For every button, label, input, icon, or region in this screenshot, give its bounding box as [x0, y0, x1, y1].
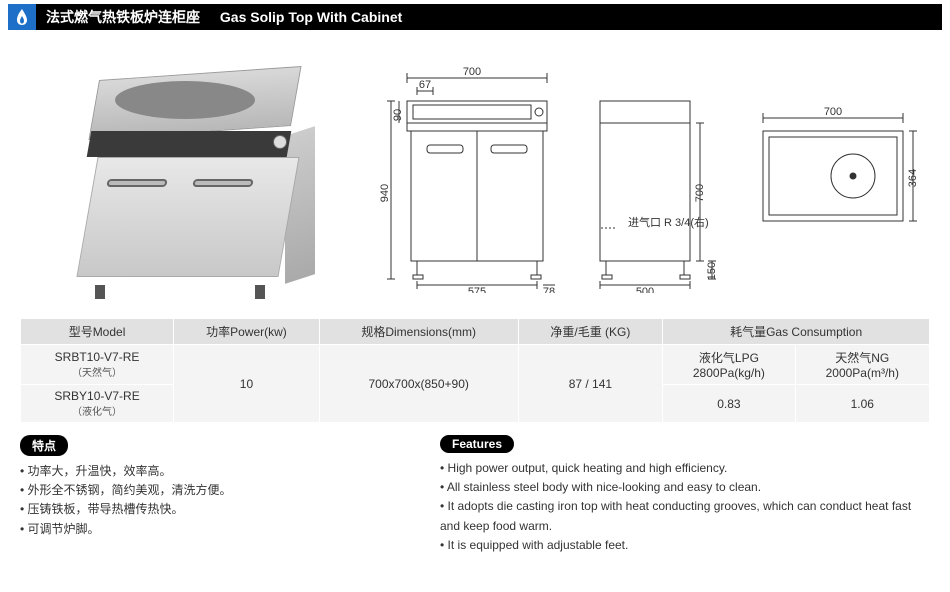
- dim-leg-h: 150: [706, 262, 718, 280]
- top-view-diagram: 700 364: [743, 103, 923, 253]
- page-title: 法式燃气热铁板炉连柜座 Gas Solip Top With Cabinet: [36, 4, 942, 30]
- dim-width-top: 700: [462, 66, 480, 78]
- th-model: 型号Model: [21, 319, 174, 345]
- list-item: All stainless steel body with nice-looki…: [440, 478, 930, 497]
- dim-gap: 78: [543, 286, 555, 293]
- list-item: 功率大，升温快，效率高。: [20, 462, 400, 481]
- dim-top-depth: 364: [907, 169, 919, 187]
- dim-top-h: 90: [392, 109, 404, 121]
- dim-top-width: 700: [824, 106, 842, 118]
- dim-inner: 67: [419, 79, 431, 91]
- list-item: 外形全不锈钢，简约美观，清洗方便。: [20, 481, 400, 500]
- features-cn-column: 特点 功率大，升温快，效率高。 外形全不锈钢，简约美观，清洗方便。 压铸铁板，带…: [20, 435, 400, 555]
- list-item: It adopts die casting iron top with heat…: [440, 497, 930, 535]
- cell-ng-val: 1.06: [795, 385, 929, 423]
- list-item: It is equipped with adjustable feet.: [440, 536, 930, 555]
- features-list-cn: 功率大，升温快，效率高。 外形全不锈钢，简约美观，清洗方便。 压铸铁板，带导热槽…: [20, 462, 400, 539]
- front-view-diagram: 700 67 940 90 575 78: [377, 63, 557, 293]
- cell-lpg-header: 液化气LPG 2800Pa(kg/h): [663, 345, 795, 385]
- dim-depth: 500: [636, 286, 654, 293]
- dim-body-h: 700: [694, 184, 706, 202]
- product-photo: [20, 44, 370, 312]
- dim-base: 575: [467, 286, 485, 293]
- th-power: 功率Power(kw): [174, 319, 320, 345]
- technical-drawings: 700 67 940 90 575 78: [370, 44, 930, 312]
- features-area: 特点 功率大，升温快，效率高。 外形全不锈钢，简约美观，清洗方便。 压铸铁板，带…: [0, 425, 950, 565]
- list-item: High power output, quick heating and hig…: [440, 459, 930, 478]
- features-en-column: Features High power output, quick heatin…: [440, 435, 930, 555]
- title-cn: 法式燃气热铁板炉连柜座: [46, 7, 200, 27]
- side-view-diagram: 500 700 150 进气口 R 3/4(右): [580, 63, 720, 293]
- list-item: 压铸铁板，带导热槽传热快。: [20, 500, 400, 519]
- cell-power: 10: [174, 345, 320, 423]
- list-item: 可调节炉脚。: [20, 520, 400, 539]
- cell-model2: SRBY10-V7-RE （液化气）: [21, 385, 174, 423]
- th-dimensions: 规格Dimensions(mm): [319, 319, 518, 345]
- cell-weight: 87 / 141: [518, 345, 663, 423]
- table-header-row: 型号Model 功率Power(kw) 规格Dimensions(mm) 净重/…: [21, 319, 930, 345]
- inlet-note: 进气口 R 3/4(右): [628, 215, 709, 229]
- title-en: Gas Solip Top With Cabinet: [220, 9, 402, 25]
- th-weight: 净重/毛重 (KG): [518, 319, 663, 345]
- cell-model1: SRBT10-V7-RE （天然气）: [21, 345, 174, 385]
- features-badge-en: Features: [440, 435, 514, 453]
- dim-height: 940: [379, 184, 391, 202]
- cell-ng-header: 天然气NG 2000Pa(m³/h): [795, 345, 929, 385]
- flame-icon: [8, 4, 36, 30]
- cell-lpg-val: 0.83: [663, 385, 795, 423]
- spec-table: 型号Model 功率Power(kw) 规格Dimensions(mm) 净重/…: [20, 318, 930, 423]
- header-bar: 法式燃气热铁板炉连柜座 Gas Solip Top With Cabinet: [8, 4, 942, 30]
- th-gas: 耗气量Gas Consumption: [663, 319, 930, 345]
- main-area: 700 67 940 90 575 78: [0, 34, 950, 316]
- cell-dimensions: 700x700x(850+90): [319, 345, 518, 423]
- features-list-en: High power output, quick heating and hig…: [440, 459, 930, 555]
- table-row: SRBT10-V7-RE （天然气） 10 700x700x(850+90) 8…: [21, 345, 930, 385]
- features-badge-cn: 特点: [20, 435, 68, 456]
